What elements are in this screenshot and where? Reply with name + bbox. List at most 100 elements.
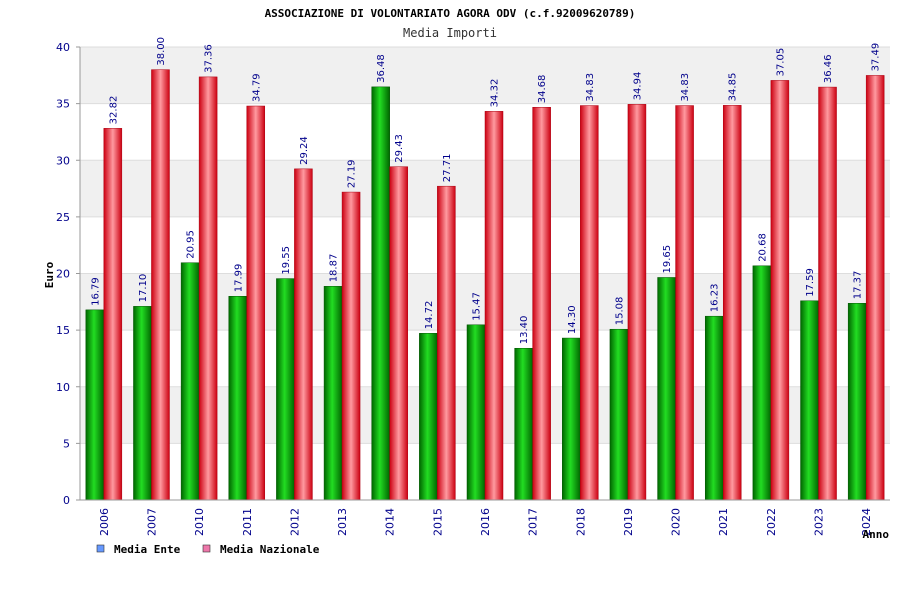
- data-label: 34.83: [585, 73, 596, 102]
- data-label: 20.68: [757, 233, 768, 262]
- x-tick-label: 2016: [479, 508, 492, 536]
- bar-media-nazionale: [675, 105, 694, 501]
- x-tick-label: 2012: [288, 508, 301, 536]
- bar-media-nazionale: [389, 166, 408, 501]
- data-label: 17.99: [233, 264, 244, 293]
- bar-media-nazionale: [103, 128, 123, 501]
- y-tick-label: 35: [56, 98, 70, 111]
- y-tick-label: 25: [56, 211, 70, 224]
- data-label: 29.43: [394, 134, 405, 163]
- bar-media-ente: [847, 303, 867, 501]
- bar-media-ente: [85, 309, 105, 501]
- bar-media-ente: [228, 296, 248, 501]
- bar-media-nazionale: [484, 111, 504, 501]
- data-label: 37.49: [871, 43, 882, 72]
- y-tick-label: 0: [63, 494, 70, 507]
- bar-media-ente: [180, 262, 200, 501]
- bar-media-nazionale: [722, 105, 742, 501]
- x-tick-label: 2018: [574, 508, 587, 536]
- legend-item-media-ente: Media Ente: [96, 543, 181, 556]
- data-label: 34.83: [680, 73, 691, 102]
- y-tick-label: 40: [56, 41, 70, 54]
- data-label: 37.36: [204, 44, 215, 73]
- bar-media-nazionale: [865, 75, 885, 501]
- x-tick-label: 2007: [145, 508, 158, 536]
- axes: [79, 47, 890, 501]
- x-axis-ticks: 2006 2007 2010 2011 2012 2013 2014 2015 2016 2017…: [98, 508, 873, 536]
- data-label: 20.95: [186, 230, 197, 259]
- legend: Media Ente Media Nazionale: [96, 543, 320, 556]
- legend-swatch-media-ente: [96, 544, 105, 553]
- bar-media-nazionale: [246, 105, 266, 501]
- data-label: 27.71: [442, 154, 453, 183]
- x-tick-label: 2015: [431, 508, 444, 536]
- data-label: 14.72: [424, 301, 435, 330]
- x-tick-label: 2021: [717, 508, 730, 536]
- data-label: 17.59: [805, 268, 816, 297]
- data-label: 36.48: [376, 54, 387, 83]
- x-tick-label: 2019: [622, 508, 635, 536]
- bar-media-ente: [609, 328, 629, 501]
- data-label: 19.65: [662, 245, 673, 274]
- legend-label-media-nazionale: Media Nazionale: [220, 543, 320, 556]
- bar-media-ente: [514, 347, 533, 501]
- x-tick-label: 2023: [813, 508, 826, 536]
- y-tick-label: 10: [56, 381, 70, 394]
- data-label: 34.85: [728, 73, 739, 102]
- bar-media-ente: [371, 86, 390, 501]
- bar-media-nazionale: [770, 80, 790, 501]
- data-label: 34.94: [632, 72, 643, 101]
- data-label: 15.08: [614, 297, 625, 326]
- data-label: 14.30: [567, 305, 578, 334]
- data-label: 27.19: [347, 159, 358, 188]
- data-label: 34.79: [251, 73, 262, 102]
- x-axis-label: Anno: [863, 528, 890, 541]
- data-label: 17.10: [138, 274, 149, 303]
- data-label: 34.68: [537, 75, 548, 104]
- bar-media-ente: [562, 337, 581, 501]
- y-tick-label: 15: [56, 324, 70, 337]
- bar-media-nazionale: [627, 104, 647, 501]
- data-label: 32.82: [108, 96, 119, 125]
- legend-item-media-nazionale: Media Nazionale: [202, 543, 320, 556]
- y-tick-label: 30: [56, 154, 70, 167]
- bar-media-nazionale: [198, 76, 218, 501]
- chart-subtitle: Media Importi: [403, 26, 497, 40]
- data-label: 18.87: [329, 254, 340, 283]
- x-tick-label: 2014: [384, 508, 397, 536]
- bar-media-ente: [800, 300, 819, 501]
- data-label: 37.05: [775, 48, 786, 77]
- data-label: 16.23: [710, 284, 721, 313]
- x-tick-label: 2024: [860, 508, 873, 536]
- legend-label-media-ente: Media Ente: [114, 543, 181, 556]
- bar-media-nazionale: [818, 86, 837, 501]
- x-tick-label: 2020: [670, 508, 683, 536]
- data-label: 16.79: [90, 277, 101, 306]
- data-label: 19.55: [281, 246, 292, 275]
- x-tick-label: 2011: [241, 508, 254, 536]
- x-tick-label: 2010: [193, 508, 206, 536]
- data-label: 34.32: [490, 79, 501, 108]
- bar-media-nazionale: [532, 106, 551, 501]
- y-tick-label: 20: [56, 268, 70, 281]
- bar-media-nazionale: [294, 168, 313, 501]
- bar-media-ente: [752, 265, 772, 501]
- legend-swatch-media-nazionale: [202, 544, 211, 553]
- bar-media-nazionale: [437, 185, 456, 501]
- bar-media-ente: [704, 315, 724, 501]
- y-axis-ticks: 0 5 10 15 20 25 30 35 40: [56, 41, 80, 507]
- x-tick-label: 2022: [765, 508, 778, 536]
- value-labels: 16.79 32.82 17.10 38.00 20.95 37.36 17.99 34.79…: [90, 37, 881, 344]
- bar-media-nazionale: [580, 105, 599, 501]
- bar-media-ente: [657, 277, 676, 501]
- data-label: 29.24: [299, 136, 310, 165]
- data-label: 17.37: [853, 271, 864, 300]
- bar-media-ente: [419, 333, 438, 501]
- y-axis-label: Euro: [43, 261, 56, 288]
- x-tick-label: 2013: [336, 508, 349, 536]
- chart-title: ASSOCIAZIONE DI VOLONTARIATO AGORA ODV (…: [265, 7, 636, 20]
- bar-media-nazionale: [341, 191, 361, 501]
- data-label: 38.00: [156, 37, 167, 66]
- data-label: 15.47: [472, 292, 483, 321]
